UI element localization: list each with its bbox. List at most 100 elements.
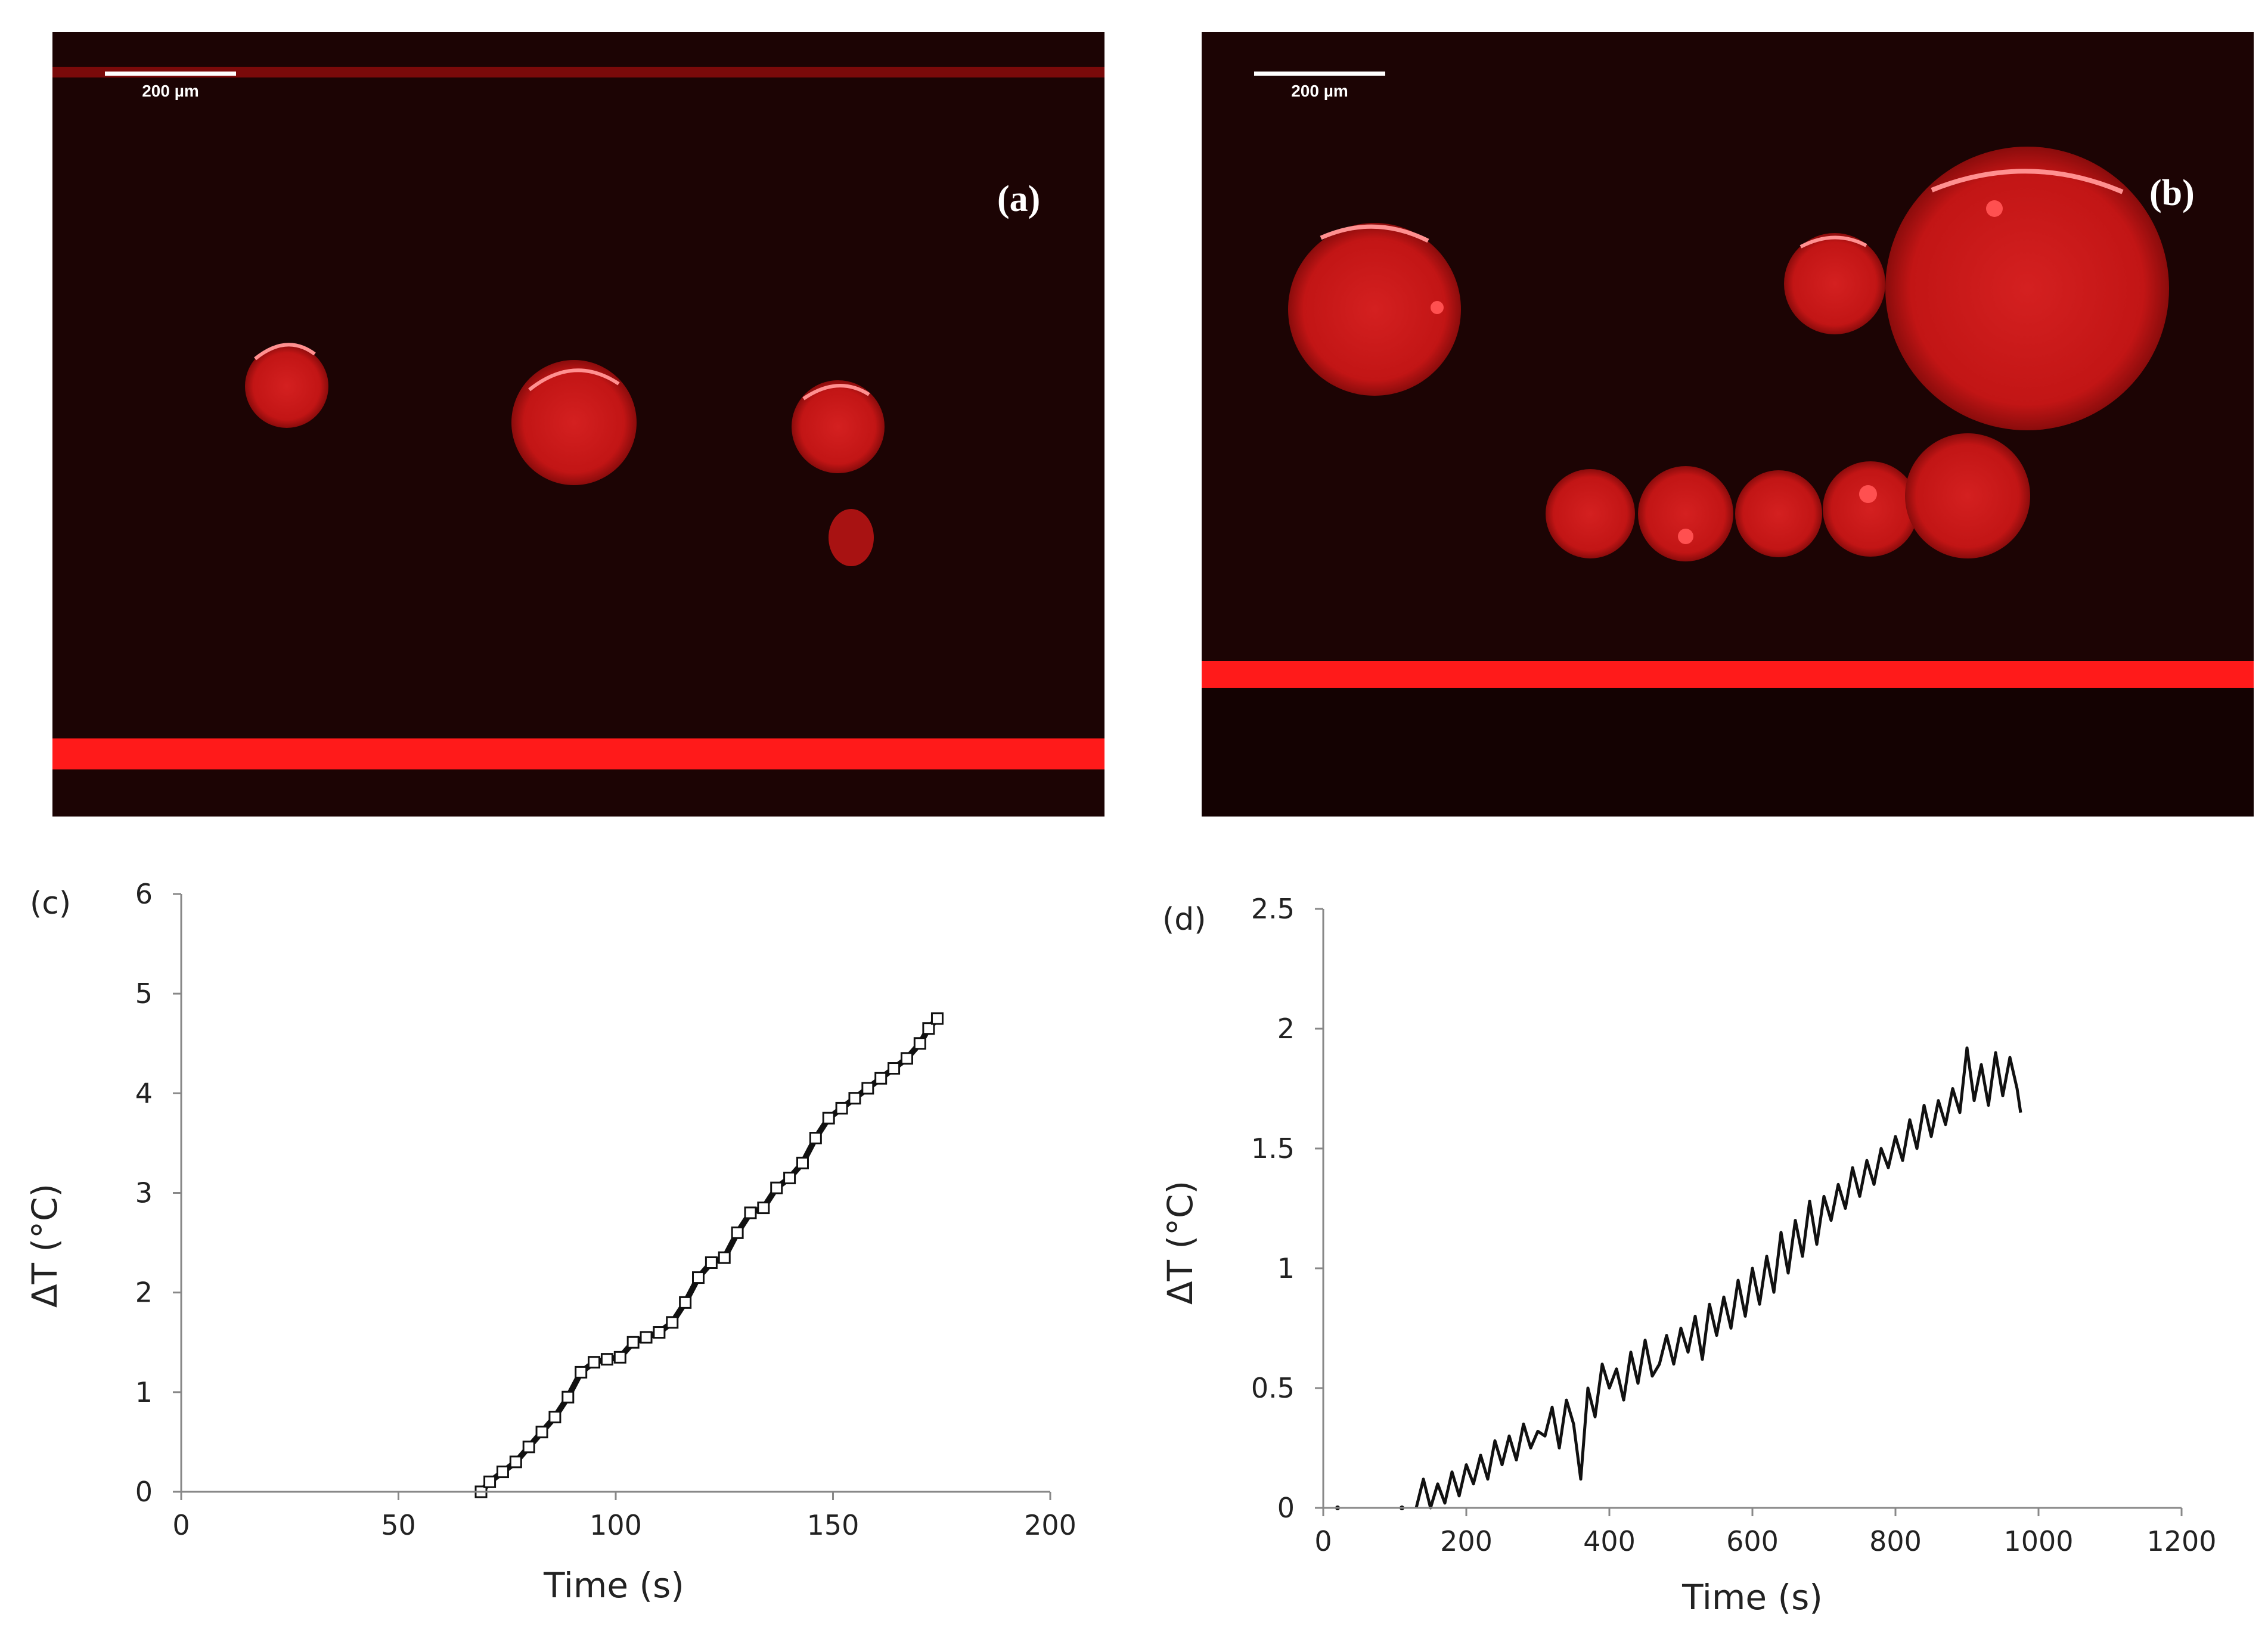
- y-tick-label: 3: [135, 1177, 153, 1209]
- droplet: [1288, 223, 1461, 396]
- data-point: [718, 1251, 731, 1264]
- y-tick-label: 0.5: [1251, 1372, 1295, 1404]
- x-tick-label: 800: [1869, 1525, 1922, 1557]
- data-point: [640, 1331, 653, 1344]
- data-point: [770, 1181, 783, 1194]
- data-point: [731, 1226, 744, 1239]
- x-tick-label: 0: [1314, 1525, 1332, 1557]
- data-point: [692, 1271, 705, 1284]
- data-point: [757, 1202, 770, 1215]
- y-tick-label: 1.5: [1251, 1132, 1295, 1165]
- droplet-highlight: [528, 368, 620, 392]
- droplet-highlight: [1799, 235, 1867, 249]
- micrograph-b-canvas: 200 µm (b): [1202, 32, 2254, 817]
- y-tick-label: 1: [135, 1376, 153, 1408]
- data-point: [913, 1037, 926, 1050]
- droplet: [1638, 466, 1733, 561]
- droplet-highlight: [1320, 224, 1429, 243]
- droplet: [1735, 470, 1822, 557]
- bright-spot: [1431, 301, 1444, 314]
- data-point: [548, 1411, 561, 1424]
- channel-wall-top: [52, 67, 1104, 77]
- micrograph-a: 200 µm (a): [52, 32, 1104, 817]
- channel-outer-region: [1202, 688, 2254, 817]
- droplet: [245, 344, 328, 428]
- scale-bar: [1254, 72, 1385, 76]
- data-point: [705, 1256, 718, 1269]
- y-tick-label: 0: [1277, 1492, 1295, 1524]
- data-point: [509, 1455, 522, 1469]
- y-axis-title: ΔT (°C): [1160, 1181, 1200, 1305]
- droplet: [1905, 433, 2030, 558]
- series-line: [1414, 1046, 2022, 1510]
- channel-wall-bottom: [1202, 661, 2254, 688]
- x-tick-label: 1200: [2146, 1525, 2216, 1557]
- data-point: [561, 1390, 575, 1404]
- data-point: [588, 1356, 601, 1369]
- y-tick-label: 0: [135, 1476, 153, 1508]
- chart-c-svg: (c) 0 50 100 150 200 0 1 2 3 4 5 6 Time (s) ΔT (°C): [24, 878, 1076, 1606]
- chart-d: (d) 0 200 400 600 800 1000 1200 0 0.5 1 1.5 2 2.5 Ti…: [1133, 858, 2268, 1639]
- panel-label-c: (c): [30, 886, 71, 921]
- micrograph-b: 200 µm (b): [1202, 32, 2254, 817]
- data-point: [522, 1441, 535, 1454]
- panel-label-d: (d): [1162, 902, 1206, 938]
- data-point: [835, 1101, 848, 1115]
- y-tick-label: 1: [1277, 1252, 1295, 1284]
- x-tick-label: 100: [590, 1509, 642, 1541]
- scale-bar: [105, 72, 236, 76]
- chart-d-svg: (d) 0 200 400 600 800 1000 1200 0 0.5 1 1.5 2 2.5 Ti…: [1160, 893, 2217, 1618]
- data-point: [613, 1351, 626, 1364]
- channel-wall-bottom: [52, 738, 1104, 769]
- panel-label-a: (a): [997, 179, 1040, 219]
- droplet: [1546, 469, 1635, 558]
- data-point: [888, 1062, 901, 1075]
- x-axis-title: Time (s): [1681, 1577, 1823, 1618]
- data-point: [496, 1466, 509, 1479]
- y-tick-label: 2: [1277, 1013, 1295, 1045]
- bright-spot: [1986, 200, 2003, 217]
- data-point: [874, 1072, 888, 1085]
- droplet: [511, 360, 637, 485]
- y-tick-label: 5: [135, 977, 153, 1010]
- y-tick-label: 2.5: [1251, 893, 1295, 925]
- scale-bar-label: 200 µm: [1291, 82, 1348, 100]
- droplet: [829, 509, 874, 566]
- data-point: [809, 1132, 822, 1145]
- data-point: [822, 1112, 835, 1125]
- droplet: [792, 380, 885, 473]
- chart-c: (c) 0 50 100 150 200 0 1 2 3 4 5 6 Time (s) ΔT (°C): [0, 858, 1133, 1639]
- micrograph-a-canvas: 200 µm (a): [52, 32, 1104, 817]
- data-point: [626, 1336, 640, 1349]
- data-point: [653, 1326, 666, 1339]
- data-point: [848, 1092, 861, 1105]
- data-point: [575, 1365, 588, 1379]
- bright-spot: [1859, 485, 1877, 503]
- scale-bar-label: 200 µm: [142, 82, 199, 100]
- x-tick-label: 0: [172, 1509, 190, 1541]
- droplet-highlight: [802, 384, 870, 401]
- data-point: [783, 1171, 796, 1184]
- data-point: [666, 1316, 679, 1329]
- droplet: [1823, 461, 1918, 557]
- data-point: [930, 1012, 944, 1025]
- bright-spot: [1678, 529, 1693, 544]
- x-tick-label: 600: [1726, 1525, 1779, 1557]
- data-point: [744, 1206, 757, 1219]
- data-point: [535, 1426, 548, 1439]
- x-tick-label: 50: [381, 1509, 416, 1541]
- x-tick-label: 400: [1583, 1525, 1636, 1557]
- x-axis-title: Time (s): [543, 1565, 684, 1606]
- x-tick-label: 1000: [2003, 1525, 2073, 1557]
- x-tick-label: 200: [1024, 1509, 1076, 1541]
- y-tick-label: 2: [135, 1277, 153, 1309]
- droplet: [1784, 233, 1885, 334]
- droplet-highlight: [1931, 169, 2124, 194]
- y-tick-label: 4: [135, 1077, 153, 1109]
- data-point: [900, 1052, 913, 1065]
- x-tick-label: 150: [807, 1509, 860, 1541]
- droplet: [1885, 147, 2169, 430]
- data-point: [483, 1475, 497, 1488]
- data-point: [679, 1296, 692, 1309]
- y-axis-title: ΔT (°C): [24, 1184, 65, 1308]
